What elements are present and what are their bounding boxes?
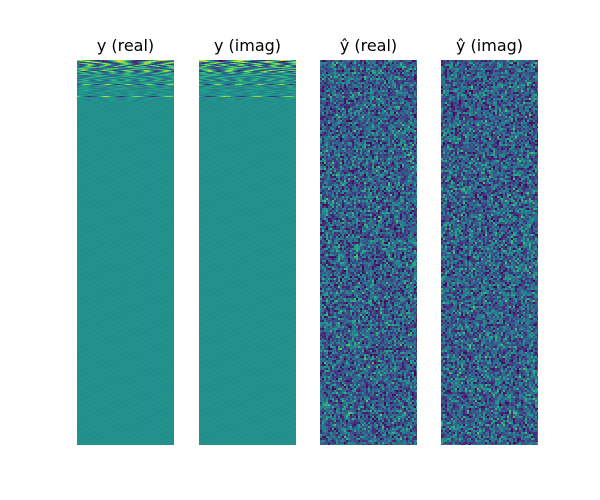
panel-title: y (imag) [213,36,282,55]
heatmap-yhat-real [320,60,417,445]
heatmap-yhat-imag [441,60,538,445]
panel-title: ŷ (imag) [455,36,524,55]
heatmap-y-real [77,60,174,445]
panel-title: ŷ (real) [339,36,398,55]
panel-title: y (real) [96,36,155,55]
heatmap-y-imag [199,60,296,445]
